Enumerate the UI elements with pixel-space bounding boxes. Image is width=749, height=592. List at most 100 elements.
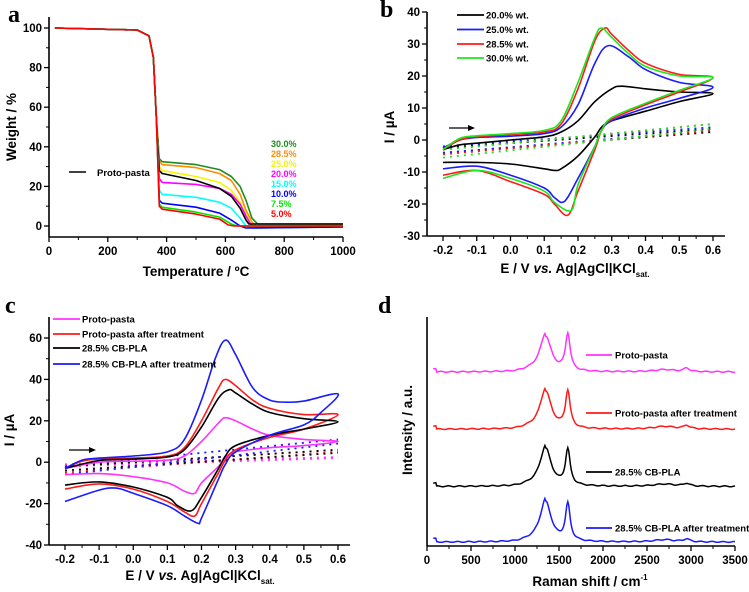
y-axis-label: Intensity / a.u. xyxy=(400,385,415,475)
x-tick-label: 500 xyxy=(461,555,480,567)
x-tick-label: 800 xyxy=(275,246,294,258)
y-tick-label: -40 xyxy=(25,540,42,552)
x-tick-label: 3500 xyxy=(722,555,748,567)
x-axis-label: E / V vs. Ag|AgCl|KClsat. xyxy=(500,261,649,279)
x-tick-label: 0.4 xyxy=(262,554,279,566)
y-tick-label: 0 xyxy=(36,457,42,469)
tga-curve-proto-pasta xyxy=(54,27,343,225)
raman-spectrum xyxy=(433,443,736,488)
y-tick-label: -20 xyxy=(403,199,420,211)
tga-curve-5-0- xyxy=(54,27,343,227)
legend-percent-label: 28.5% xyxy=(271,149,297,159)
x-tick-label: 1000 xyxy=(330,246,356,258)
x-tick-label: 3000 xyxy=(678,555,704,567)
x-axis-label-part: Ag|AgCl|KCl xyxy=(177,568,261,583)
tga-curve-7-5- xyxy=(54,27,343,227)
x-tick-label: 400 xyxy=(157,246,176,258)
raman-spectrum xyxy=(433,386,736,431)
tga-curve-20-0- xyxy=(54,27,343,227)
panel-label-c: c xyxy=(5,293,16,319)
cv-curve xyxy=(442,44,714,204)
y-tick-label: 60 xyxy=(29,102,42,114)
legend-label: 28.5% CB-PLA after treatment xyxy=(615,524,749,535)
x-tick-label: 0.1 xyxy=(536,245,553,257)
y-tick-label: -10 xyxy=(403,167,420,179)
y-tick-label: 0 xyxy=(36,221,42,233)
x-axis-label: E / V vs. Ag|AgCl|KClsat. xyxy=(125,568,274,586)
panel-a-tga-chart: 0 200 400 600 800 1000 0 20 40 60 80 100 Proto-pasta… xyxy=(4,17,356,279)
x-tick-label: 0 xyxy=(424,555,430,567)
x-axis-label-part: E / V xyxy=(125,568,158,583)
tga-curve-15-0- xyxy=(54,27,344,229)
legend-percent-label: 30.0% xyxy=(271,139,297,149)
panel-label-b: b xyxy=(380,0,393,23)
y-tick-label: -20 xyxy=(25,499,42,511)
legend-label: 28.5% CB-PLA xyxy=(615,468,681,479)
x-axis-label-part: sat. xyxy=(636,270,650,279)
x-tick-label: 1000 xyxy=(502,555,528,567)
x-tick-label: 0.2 xyxy=(570,245,586,257)
x-tick-label: 200 xyxy=(98,246,117,258)
legend-label: Proto-pasta after treatment xyxy=(615,409,738,420)
cv-curve xyxy=(442,27,714,212)
legend-percent-label: 7.5% xyxy=(271,199,292,209)
legend-label: Proto-pasta xyxy=(615,351,669,362)
x-tick-label: 0.0 xyxy=(503,245,519,257)
x-axis-label-part: Ag|AgCl|KCl xyxy=(552,261,636,276)
y-tick-label: 60 xyxy=(29,333,42,345)
panel-c-cv-chart: -0.2 -0.1 0.0 0.1 0.2 0.3 0.4 0.5 0.6 -40 -20 0 20 40… xyxy=(2,315,350,586)
x-tick-label: 0.1 xyxy=(159,554,176,566)
tga-curve-30-0- xyxy=(54,27,343,225)
x-axis-label: Raman shift / cm-1 xyxy=(532,573,648,589)
legend-percent-label: 25.0% xyxy=(271,159,297,169)
legend-label-proto-pasta: Proto-pasta xyxy=(97,168,151,179)
x-tick-label: 0.2 xyxy=(194,554,210,566)
y-tick-label: 80 xyxy=(29,63,42,75)
x-tick-label: 1500 xyxy=(546,555,572,567)
x-tick-label: 0.3 xyxy=(228,554,244,566)
legend-percent-label: 5.0% xyxy=(271,209,292,219)
legend-label: 28.5% wt. xyxy=(486,40,529,51)
cv-curve xyxy=(64,378,339,518)
legend-percent-label: 10.0% xyxy=(271,189,297,199)
x-tick-label: 0.5 xyxy=(671,245,688,257)
x-axis-label-superscript: -1 xyxy=(640,573,648,582)
x-tick-label: 0.0 xyxy=(125,554,141,566)
blank-cv-dotted-line xyxy=(442,129,714,156)
y-axis-label: I / µA xyxy=(2,413,17,446)
legend-percent-label: 15.0% xyxy=(271,179,297,189)
legend-label: 25.0% wt. xyxy=(486,25,529,36)
legend-label: 30.0% wt. xyxy=(486,54,529,65)
raman-spectrum xyxy=(433,330,736,374)
panel-label-d: d xyxy=(378,293,392,319)
cv-curve xyxy=(64,339,340,525)
legend-label: Proto-pasta xyxy=(82,315,136,326)
tga-curve-28-5- xyxy=(54,27,344,227)
panel-label-a: a xyxy=(8,2,20,28)
blank-cv-dotted-line xyxy=(442,126,714,148)
legend-label: 28.5% CB-PLA after treatment xyxy=(82,360,217,371)
x-tick-label: -0.2 xyxy=(55,554,75,566)
x-tick-label: -0.1 xyxy=(467,245,487,257)
arrow-head-icon xyxy=(468,125,475,131)
y-tick-label: 10 xyxy=(407,103,420,115)
y-tick-label: 20 xyxy=(29,181,42,193)
cv-curve xyxy=(64,388,339,512)
arrow-head-icon xyxy=(89,447,96,453)
y-tick-label: 40 xyxy=(407,7,420,19)
cv-curve xyxy=(64,416,339,495)
x-tick-label: 0.3 xyxy=(604,245,620,257)
legend-percent-label: 20.0% xyxy=(271,169,297,179)
blank-cv-dotted-line xyxy=(442,129,714,154)
x-tick-label: 0 xyxy=(46,246,52,258)
y-tick-label: 100 xyxy=(23,23,42,35)
panel-d-raman-chart: 0 500 1000 1500 2000 2500 3000 3500 Proto-pasta P… xyxy=(400,317,749,589)
legend-label: Proto-pasta after treatment xyxy=(82,330,205,341)
x-tick-label: 2000 xyxy=(590,555,616,567)
x-axis-label-part: vs. xyxy=(158,568,177,583)
x-tick-label: -0.2 xyxy=(433,245,453,257)
x-axis-label-part: vs. xyxy=(533,261,552,276)
x-tick-label: -0.1 xyxy=(89,554,109,566)
cv-curve xyxy=(442,27,714,217)
